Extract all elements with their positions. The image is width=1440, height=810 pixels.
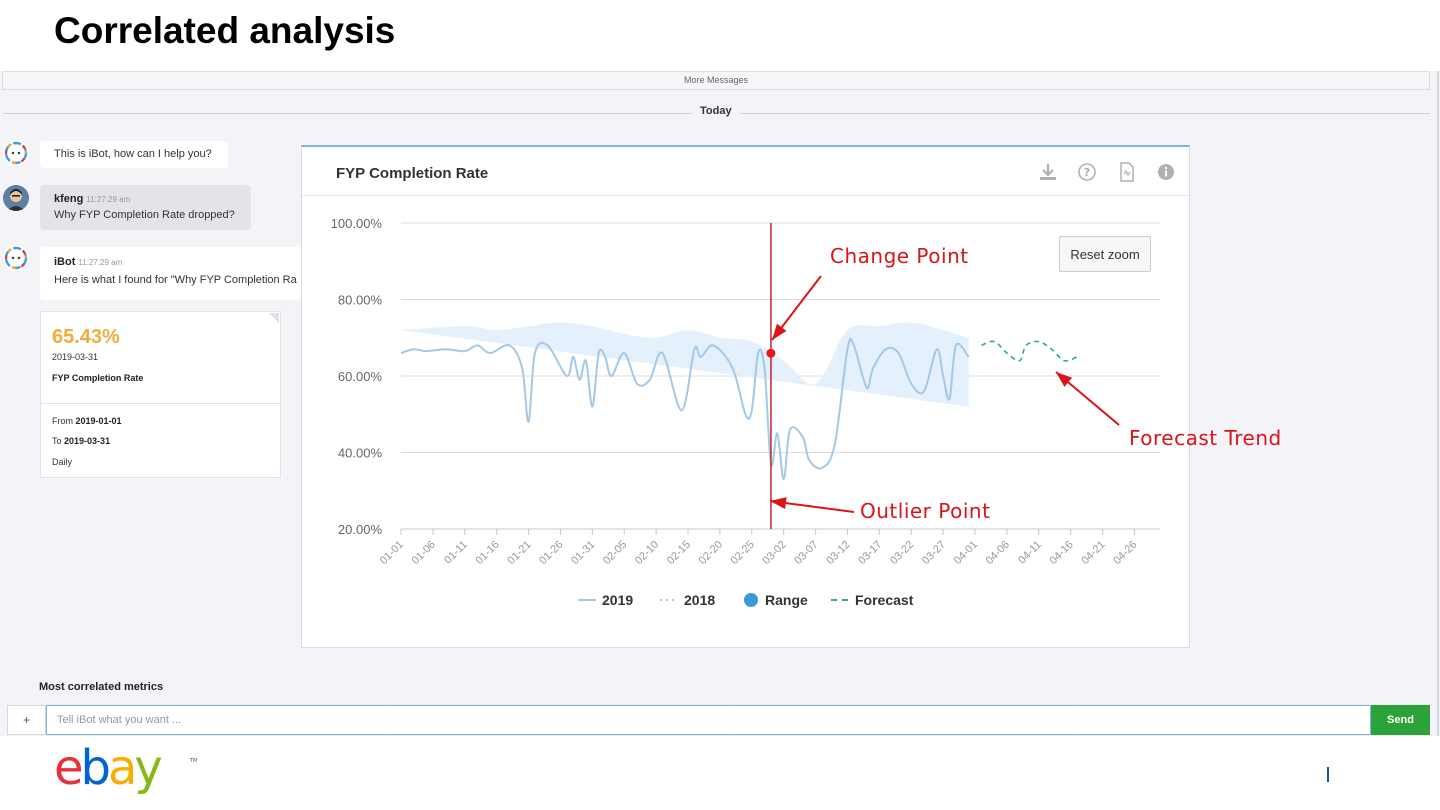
correlated-metrics-label: Most correlated metrics — [39, 681, 164, 693]
metric-granularity: Daily — [52, 457, 73, 467]
add-attachment-button[interactable]: + — [7, 705, 46, 735]
message-time: 11:27:29 am — [86, 195, 131, 204]
metric-to-row: To 2019-03-31 — [52, 436, 110, 446]
today-label: Today — [692, 105, 740, 117]
svg-text:TM: TM — [189, 758, 197, 764]
ibot-avatar — [3, 140, 29, 166]
metric-date: 2019-03-31 — [52, 352, 99, 362]
message-bubble: kfeng 11:27:29 am Why FYP Completion Rate… — [40, 185, 251, 230]
text-cursor-mark — [1327, 767, 1329, 782]
card-corner-fold — [269, 313, 279, 323]
to-date: 2019-03-31 — [64, 436, 111, 446]
message-text: Why FYP Completion Rate dropped? — [54, 209, 235, 221]
ibot-logo-icon — [4, 141, 28, 165]
chart-panel: FYP Completion Rate ? Reset zoom — [301, 145, 1190, 648]
svg-text:?: ? — [1084, 166, 1090, 179]
metric-from-row: From 2019-01-01 — [52, 416, 122, 426]
card-divider — [41, 403, 280, 404]
to-label: To — [52, 436, 62, 446]
metric-value: 65.43% — [52, 326, 120, 348]
help-icon[interactable]: ? — [1077, 162, 1097, 182]
metric-name: FYP Completion Rate — [52, 373, 144, 383]
chart-header-divider — [302, 195, 1189, 196]
chat-input-bar: + Send — [0, 704, 1440, 736]
chat-input[interactable] — [46, 705, 1371, 735]
sender-name: kfeng — [54, 193, 84, 205]
info-icon[interactable] — [1156, 162, 1176, 182]
from-label: From — [52, 416, 73, 426]
send-button[interactable]: Send — [1371, 705, 1430, 735]
message-text: Here is what I found for "Why FYP Comple… — [54, 274, 297, 286]
user-photo-icon — [3, 185, 29, 211]
from-date: 2019-01-01 — [75, 416, 122, 426]
reset-zoom-button[interactable]: Reset zoom — [1059, 236, 1151, 272]
ibot-avatar — [3, 245, 29, 271]
export-file-icon[interactable] — [1117, 162, 1137, 182]
message-time: 11:27:29 am — [78, 258, 123, 267]
ebay-logo: ebay TM — [54, 744, 197, 794]
slide-title: Correlated analysis — [54, 10, 396, 51]
scrollbar-track[interactable] — [1437, 71, 1439, 736]
message-text: This is iBot, how can I help you? — [54, 148, 212, 160]
more-messages-button[interactable]: More Messages — [2, 71, 1430, 90]
ibot-logo-icon — [4, 246, 28, 270]
chart-title: FYP Completion Rate — [336, 165, 489, 182]
user-avatar — [3, 185, 29, 211]
svg-text:ebay: ebay — [54, 744, 161, 794]
sender-name: iBot — [54, 256, 76, 268]
download-icon[interactable] — [1038, 162, 1058, 182]
metric-summary-card[interactable]: 65.43% 2019-03-31 FYP Completion Rate Fr… — [40, 311, 281, 478]
message-bubble: iBot 11:27:29 am Here is what I found for… — [40, 247, 302, 300]
message-bubble: This is iBot, how can I help you? — [40, 141, 228, 168]
